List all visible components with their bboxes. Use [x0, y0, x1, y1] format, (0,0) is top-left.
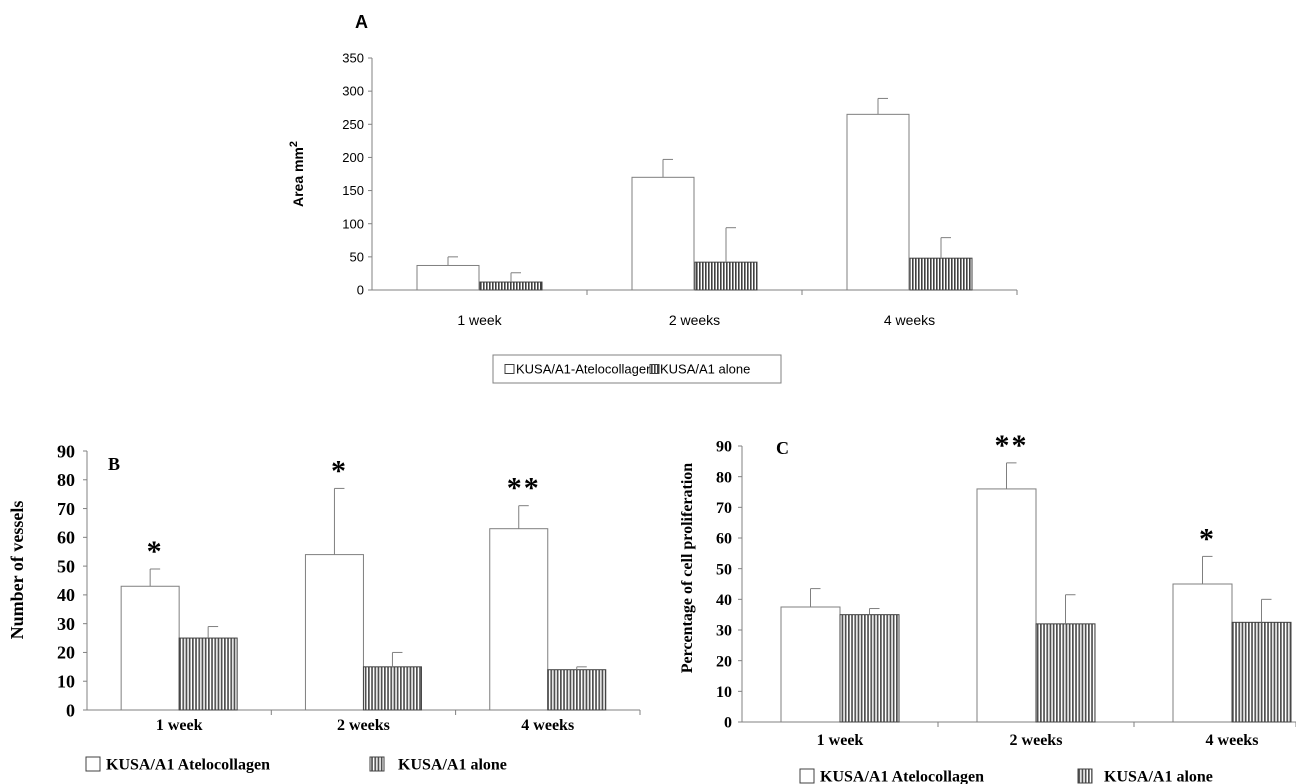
bar-open — [417, 265, 479, 290]
y-tick-label: 20 — [716, 653, 732, 670]
y-tick-label: 50 — [350, 249, 364, 264]
bar-open — [781, 607, 840, 722]
bar-striped — [910, 258, 972, 290]
legend-label: KUSA/A1 Atelocollagen — [820, 769, 984, 784]
legend-swatch — [370, 757, 384, 771]
bar-open — [490, 529, 548, 710]
y-axis-title: Percentage of cell proliferation — [679, 463, 696, 674]
significance-marker: * — [147, 535, 164, 568]
y-axis-title-text: Number of vessels — [7, 501, 27, 640]
y-tick-label: 80 — [716, 469, 732, 486]
y-axis-title: Number of vessels — [7, 501, 27, 640]
x-tick-label: 4 weeks — [884, 312, 935, 328]
y-tick-label: 10 — [716, 684, 732, 701]
bar-striped — [179, 638, 237, 710]
y-tick-label: 90 — [57, 441, 75, 461]
y-tick-label: 100 — [342, 216, 364, 231]
y-tick-label: 350 — [342, 51, 364, 66]
legend-swatch — [800, 769, 814, 783]
legend-swatch — [1078, 769, 1092, 783]
bar-striped — [695, 262, 757, 290]
legend-swatch — [650, 365, 659, 374]
legend-label: KUSA/A1 alone — [660, 362, 750, 377]
panel-label: A — [355, 12, 368, 32]
y-tick-label: 50 — [57, 556, 75, 576]
x-tick-label: 2 weeks — [337, 717, 390, 734]
x-tick-label: 4 weeks — [521, 717, 574, 734]
bar-striped — [363, 667, 421, 710]
y-tick-label: 60 — [57, 528, 75, 548]
bar-open — [632, 177, 694, 290]
y-axis-title: Area mm2 — [288, 141, 306, 207]
y-tick-label: 200 — [342, 150, 364, 165]
bar-open — [121, 586, 179, 710]
legend-label: KUSA/A1 alone — [398, 757, 507, 774]
y-tick-label: 0 — [66, 700, 75, 720]
y-tick-label: 70 — [57, 499, 75, 519]
y-tick-label: 30 — [57, 614, 75, 634]
significance-marker: ** — [507, 472, 541, 505]
legend-label: KUSA/A1 Atelocollagen — [106, 757, 270, 774]
legend-label: KUSA/A1 alone — [1104, 769, 1213, 784]
x-tick-label: 1 week — [156, 717, 203, 734]
y-tick-label: 300 — [342, 84, 364, 99]
y-tick-label: 90 — [716, 439, 732, 456]
x-tick-label: 2 weeks — [669, 312, 720, 328]
x-tick-label: 4 weeks — [1206, 732, 1259, 749]
chart-panel-b: 0 10 20 30 40 50 60 70 80 90 1 week 2 weeks 4 weeks *… — [7, 441, 640, 773]
y-tick-label: 40 — [57, 585, 75, 605]
y-tick-label: 30 — [716, 623, 732, 640]
chart-panel-c: 0 10 20 30 40 50 60 70 80 90 1 week 2 weeks 4 weeks *… — [679, 429, 1296, 784]
x-tick-label: 1 week — [817, 732, 864, 749]
legend-label: KUSA/A1-Atelocollagen — [516, 362, 653, 377]
bar-striped — [840, 615, 899, 722]
y-axis-title-superscript: 2 — [288, 141, 300, 147]
significance-marker: ** — [995, 429, 1029, 462]
panel-label: B — [108, 454, 120, 474]
y-axis-title-text: Area mm — [290, 147, 306, 207]
bar-open — [1173, 584, 1232, 722]
significance-marker: * — [1199, 522, 1216, 555]
y-tick-label: 0 — [357, 283, 364, 298]
y-axis-title-text: Percentage of cell proliferation — [679, 463, 696, 674]
x-tick-label: 2 weeks — [1010, 732, 1063, 749]
x-tick-label: 1 week — [457, 312, 502, 328]
y-tick-label: 40 — [716, 592, 732, 609]
y-tick-label: 20 — [57, 643, 75, 663]
legend-swatch — [505, 365, 514, 374]
bar-open — [305, 555, 363, 710]
bar-open — [977, 489, 1036, 722]
y-tick-label: 250 — [342, 117, 364, 132]
y-tick-label: 0 — [724, 715, 732, 732]
legend-swatch — [86, 757, 100, 771]
y-tick-label: 80 — [57, 470, 75, 490]
panel-label: C — [776, 438, 789, 458]
bar-striped — [1232, 622, 1291, 722]
y-tick-label: 150 — [342, 183, 364, 198]
significance-marker: * — [331, 454, 348, 487]
bar-striped — [480, 282, 542, 290]
bar-open — [847, 114, 909, 290]
bar-striped — [548, 670, 606, 710]
y-tick-label: 50 — [716, 561, 732, 578]
bar-striped — [1036, 624, 1095, 722]
chart-panel-a: 0 50 100 150 200 250 300 350 1 week 2 weeks 4 week… — [288, 12, 1017, 383]
y-tick-label: 70 — [716, 500, 732, 517]
y-tick-label: 60 — [716, 531, 732, 548]
y-tick-label: 10 — [57, 672, 75, 692]
